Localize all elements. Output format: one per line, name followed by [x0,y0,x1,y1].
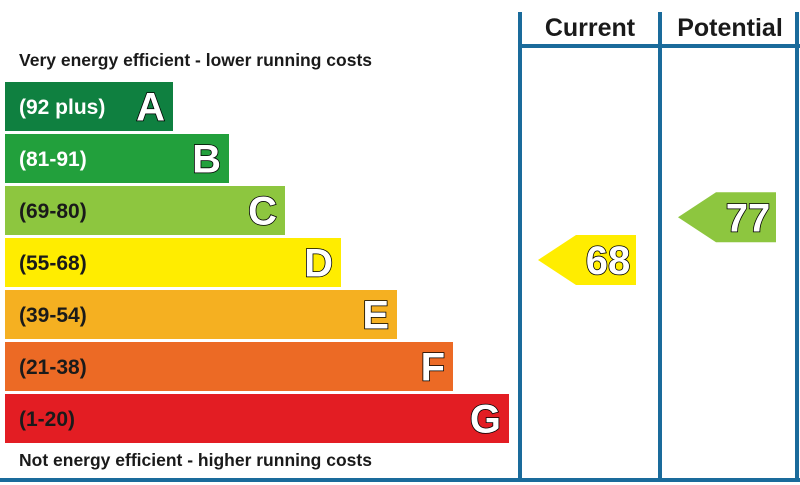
rating-markers: 68 77 [538,192,776,285]
band-b: (81-91) B [5,134,229,183]
potential-marker: 77 [678,192,776,243]
caption-top: Very energy efficient - lower running co… [19,50,372,70]
band-f: (21-38) F [5,342,453,391]
band-e-bar [5,290,397,339]
current-marker-arrow [538,235,636,285]
band-d-letter: D [304,242,333,286]
band-d: (55-68) D [5,238,341,287]
band-d-range: (55-68) [19,252,87,275]
band-a: (92 plus) A [5,82,173,131]
column-frame [0,12,800,482]
band-g-range: (1-20) [19,408,75,431]
column-header-current: Current [545,14,636,42]
potential-marker-arrow [678,192,776,243]
rating-bands: (92 plus) A(81-91) B(69-80) C(55-68) D(39-54… [5,82,509,443]
band-b-letter: B [192,138,221,182]
band-a-range: (92 plus) [19,96,105,119]
band-d-bar [5,238,341,287]
band-e: (39-54) E [5,290,397,339]
band-c-range: (69-80) [19,200,87,223]
band-e-letter: E [362,294,389,338]
band-c-letter: C [248,190,277,234]
band-c-bar [5,186,285,235]
caption-bottom: Not energy efficient - higher running co… [19,450,372,470]
band-b-bar [5,134,229,183]
band-a-letter: A [136,86,165,130]
band-g: (1-20) G [5,394,509,443]
band-f-range: (21-38) [19,356,87,379]
band-e-range: (39-54) [19,304,87,327]
band-c: (69-80) C [5,186,285,235]
band-a-bar [5,82,173,131]
band-g-letter: G [470,398,501,442]
column-header-potential: Potential [677,14,783,42]
band-f-bar [5,342,453,391]
potential-score: 77 [726,196,771,240]
band-f-letter: F [421,346,445,390]
current-score: 68 [586,239,631,283]
current-marker: 68 [538,235,636,285]
band-g-bar [5,394,509,443]
band-b-range: (81-91) [19,148,87,171]
